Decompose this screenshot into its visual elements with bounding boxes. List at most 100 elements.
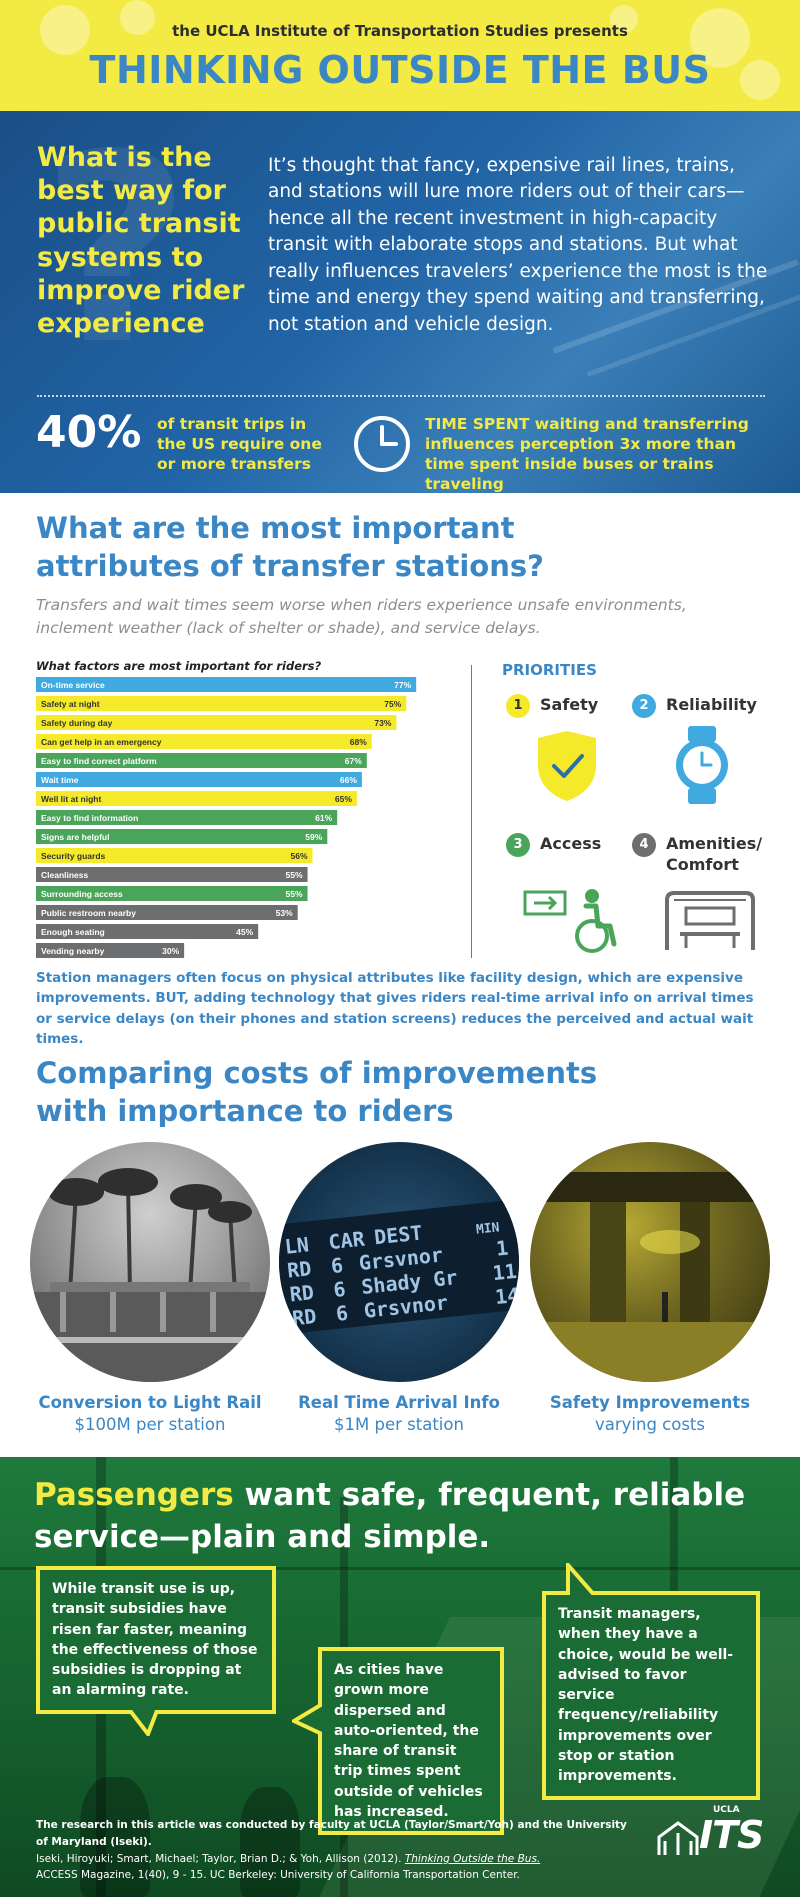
bar-signs-are-helpful [36,829,328,844]
passengers-section: Passengers want safe, frequent, reliable… [0,1457,800,1897]
decorative-bubble [40,5,90,55]
bar-category-label: Easy to find correct platform [41,756,157,766]
bar-value-label: 77% [394,680,411,690]
callout-subsidies: While transit use is up, transit subsidi… [36,1566,276,1736]
priority-1-number: 1 [506,694,530,718]
light-rail-title: Conversion to Light Rail [38,1393,262,1412]
bar-value-label: 67% [345,756,362,766]
shield-check-icon [538,731,596,801]
display-header-min: MIN [475,1220,500,1237]
bar-value-label: 53% [276,908,293,918]
bar-security-guards [36,848,313,863]
bar-safety-at-night [36,696,407,711]
bar-on-time-service [36,677,417,692]
display-cell: RD [291,1304,317,1330]
priority-1-label: Safety [540,695,599,714]
light-rail-station-illustration [30,1168,270,1382]
display-header-dest: DEST [373,1220,423,1249]
bar-category-label: Can get help in an emergency [41,737,162,747]
display-cell: 14 [494,1283,519,1309]
intro-question: What is the best way for public transit … [37,142,245,340]
bar-category-label: Well lit at night [41,794,101,804]
page-title: THINKING OUTSIDE THE BUS [89,48,711,92]
bar-vending-nearby [36,943,185,958]
bar-category-label: Enough seating [41,927,105,937]
wheelchair-access-icon [523,889,617,953]
logo-ucla-text: UCLA [713,1805,740,1815]
attributes-subheading: Transfers and wait times seem worse when… [36,596,687,638]
passengers-heading-highlight: Passengers [34,1477,234,1513]
shelter-bench-icon [665,891,755,950]
callout-dispersed-cities-text: As cities have grown more dispersed and … [334,1662,483,1821]
bar-category-label: Safety during day [41,718,113,728]
light-rail-cost: $100M per station [74,1415,226,1434]
passengers-heading: Passengers want safe, frequent, reliable… [34,1475,774,1559]
bar-cleanliness [36,867,308,882]
bar-surrounding-access [36,886,308,901]
bar-wait-time [36,772,362,787]
priority-2-number: 2 [632,694,656,718]
decorative-bubble [690,8,750,68]
bar-category-label: Cleanliness [41,870,89,880]
dotted-divider [37,395,765,397]
credits-article-link[interactable]: Thinking Outside the Bus. [404,1852,541,1865]
credits-line-2: Iseki, Hiroyuki; Smart, Michael; Taylor,… [36,1851,636,1868]
arrival-display-board: LN CAR DEST MIN RD 6 Grsvnor 1 RD 6 Shad… [279,1199,519,1335]
bar-value-label: 73% [374,718,391,728]
callout-subsidies-text: While transit use is up, transit subsidi… [52,1581,258,1699]
safety-photo [530,1142,770,1382]
decorative-bubble [740,60,780,100]
intro-lead-text: It’s thought that fancy, expensive rail … [268,155,768,335]
callout-dispersed-cities: As cities have grown more dispersed and … [292,1647,504,1836]
display-header-ln: LN [284,1232,310,1258]
bar-value-label: 55% [286,870,303,880]
bar-easy-to-find-information [36,810,338,825]
bar-value-label: 59% [305,832,322,842]
clock-icon [354,416,410,472]
bar-category-label: Safety at night [41,699,100,709]
time-spent-text: TIME SPENT waiting and transferring infl… [425,415,749,493]
bar-category-label: Surrounding access [41,889,123,899]
bar-enough-seating [36,924,259,939]
callout-tail [292,1701,322,1737]
display-cell: 1 [495,1236,509,1261]
header-banner: the UCLA Institute of Transportation Stu… [0,0,800,111]
callout-managers-advice-text: Transit managers, when they have a choic… [558,1606,734,1785]
display-header-car: CAR [327,1226,366,1254]
background-person [80,1777,150,1897]
intro-section: ? What is the best way for public transi… [0,111,800,493]
bar-value-label: 55% [286,889,303,899]
safety-title: Safety Improvements [549,1393,751,1412]
display-cell: 11 [491,1259,517,1285]
presenter-line: the UCLA Institute of Transportation Stu… [172,22,628,40]
credits-authors: Iseki, Hiroyuki; Smart, Michael; Taylor,… [36,1852,405,1865]
arrival-info-title: Real Time Arrival Info [298,1393,500,1412]
bar-public-restroom-nearby [36,905,298,920]
safety-cost: varying costs [594,1415,705,1434]
display-cell: 6 [332,1277,346,1302]
passengers-heading-rest: want safe, frequent, reliable service—pl… [34,1477,746,1555]
factors-bar-chart: On-time service 77% Safety at night 75% Safe… [36,677,417,958]
costs-heading: Comparing costs of improvements with imp… [36,1056,598,1128]
decorative-bubble [120,0,155,35]
transfer-stat-value: 40% [36,407,142,458]
priority-4-label: Amenities/ Comfort [666,834,763,874]
display-cell: 6 [335,1301,349,1326]
priority-4-number: 4 [632,833,656,857]
bar-safety-during-day [36,715,397,730]
arrival-display-photo: LN CAR DEST MIN RD 6 Grsvnor 1 RD 6 Shad… [279,1142,519,1382]
ucla-its-logo: UCLA ITS [655,1805,765,1865]
arrival-info-cost: $1M per station [334,1415,464,1434]
display-cell: 6 [330,1253,344,1278]
display-cell: RD [289,1280,315,1306]
decorative-bubble [610,5,638,33]
attributes-heading: What are the most important attributes o… [36,511,544,583]
logo-its-text: ITS [699,1813,764,1857]
credits-block: The research in this article was conduct… [36,1817,636,1884]
background-wire [0,1567,800,1570]
callout-tail [128,1709,160,1736]
background-question-mark: ? [40,111,191,402]
callout-tail [566,1563,597,1595]
its-logo-emblem-icon [657,1821,699,1855]
bar-category-label: Wait time [41,775,79,785]
